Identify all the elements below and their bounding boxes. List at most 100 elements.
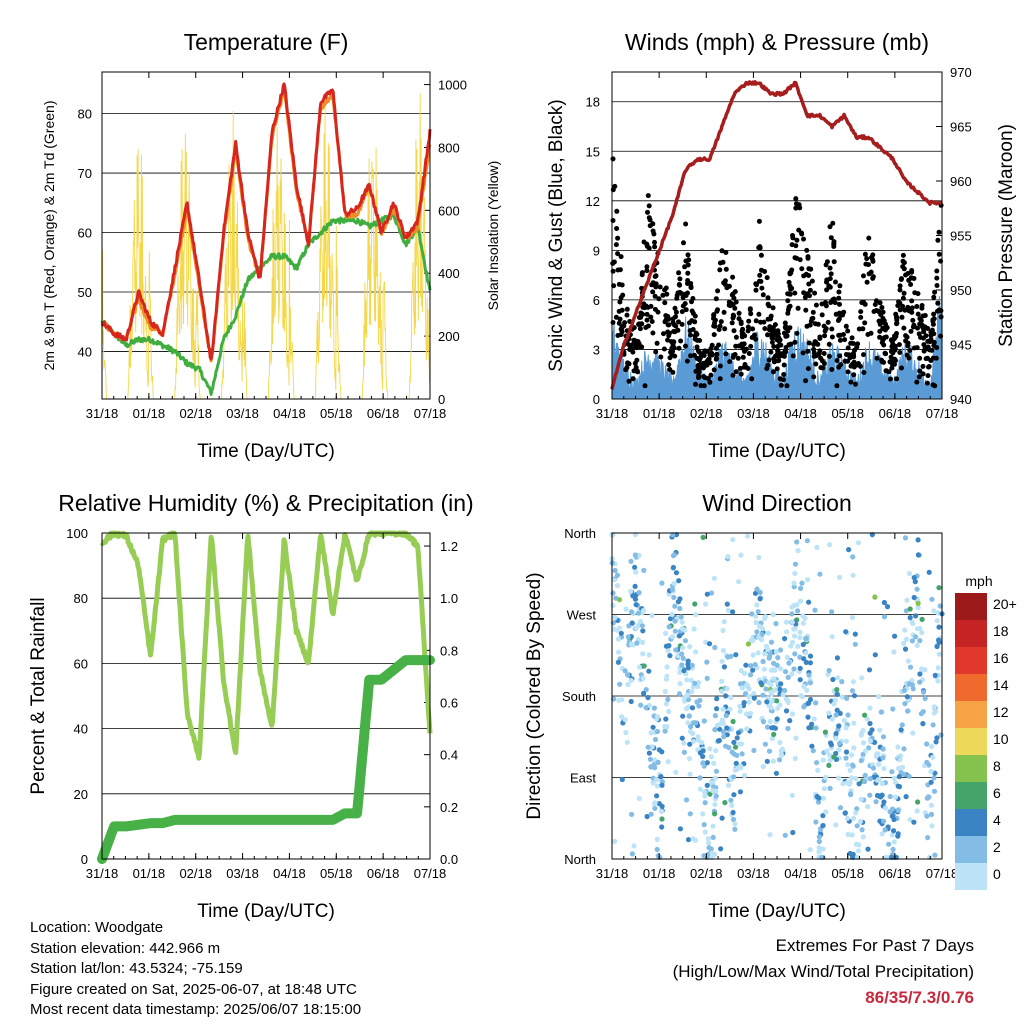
gust-point [845, 369, 851, 375]
direction-point [907, 817, 913, 823]
gust-point [837, 301, 842, 307]
gust-point [855, 341, 861, 347]
direction-point [926, 569, 932, 575]
direction-point [833, 822, 839, 828]
direction-point [643, 705, 649, 711]
direction-point [805, 577, 811, 583]
gust-point [694, 344, 700, 350]
gust-point [660, 292, 666, 298]
gust-point [610, 268, 616, 274]
gust-point [757, 272, 763, 278]
gust-point [645, 323, 651, 329]
gust-point [689, 299, 694, 305]
direction-point [751, 695, 757, 701]
colorbar-swatch [955, 863, 987, 890]
gust-point [619, 307, 625, 313]
gust-point [617, 316, 623, 322]
gust-point [926, 364, 932, 369]
direction-point [924, 795, 931, 801]
direction-point [834, 655, 841, 661]
direction-point [633, 569, 639, 575]
direction-point [685, 720, 691, 726]
direction-point [611, 626, 617, 632]
direction-point [700, 534, 706, 541]
gust-point [807, 287, 813, 293]
gust-point [644, 241, 650, 247]
direction-point [820, 813, 826, 819]
gust-point [932, 289, 938, 295]
direction-point [665, 759, 671, 765]
direction-point [934, 643, 940, 650]
gust-point [785, 291, 791, 297]
direction-point [850, 763, 856, 769]
direction-point [825, 671, 831, 678]
direction-point [851, 693, 858, 699]
direction-point [745, 641, 752, 647]
colorbar-swatch [955, 647, 987, 674]
gust-point [853, 381, 858, 387]
colorbar-label: 4 [993, 812, 1001, 828]
direction-point [718, 720, 724, 727]
gust-point [704, 362, 710, 368]
gust-point [908, 282, 914, 287]
direction-point [858, 796, 864, 802]
gust-point [848, 340, 854, 346]
gust-point [785, 310, 791, 316]
direction-point [899, 764, 906, 770]
direction-point [793, 735, 799, 741]
direction-point [813, 725, 819, 731]
gust-point [653, 281, 659, 287]
direction-point [867, 792, 873, 798]
gust-point [638, 314, 644, 320]
y2-tick-label: 400 [438, 266, 460, 281]
direction-point [859, 827, 865, 833]
direction-point [700, 760, 706, 766]
direction-point [789, 619, 795, 625]
direction-point [850, 679, 857, 685]
gust-point [624, 306, 630, 312]
gust-point [788, 341, 794, 347]
gust-point [745, 324, 751, 330]
gust-point [667, 367, 673, 372]
gust-point [647, 223, 653, 229]
gust-point [745, 328, 751, 334]
gust-point [907, 348, 913, 353]
gust-point [753, 318, 759, 324]
gust-point [758, 279, 764, 284]
direction-point [919, 616, 925, 623]
gust-point [848, 379, 854, 385]
direction-point [679, 735, 685, 741]
gust-point [924, 380, 930, 386]
latest-timestamp: Most recent data timestamp: 2025/06/07 1… [30, 1001, 362, 1018]
direction-point [845, 762, 851, 768]
direction-point [663, 701, 670, 707]
direction-point [720, 729, 727, 735]
gust-point [722, 326, 728, 332]
direction-point [610, 620, 616, 626]
direction-point [650, 780, 656, 786]
direction-point [915, 600, 921, 607]
direction-point [677, 826, 684, 832]
x-axis-label: Time (Day/UTC) [708, 901, 846, 922]
direction-point [912, 579, 918, 585]
gust-point [652, 293, 658, 299]
direction-point [864, 716, 870, 722]
direction-point [654, 846, 660, 853]
direction-point [932, 852, 938, 858]
direction-point [803, 635, 810, 642]
direction-point [812, 607, 818, 613]
direction-point [754, 629, 760, 635]
gust-point [727, 359, 733, 365]
gust-point [739, 331, 745, 337]
direction-point [934, 618, 940, 624]
gust-point [892, 361, 897, 367]
gust-point [612, 183, 618, 189]
y-tick-label: 60 [74, 656, 88, 671]
colorbar-label: 6 [993, 785, 1001, 801]
gust-point [639, 270, 645, 276]
direction-point [889, 769, 895, 775]
direction-point [854, 806, 860, 812]
direction-point [622, 668, 628, 674]
direction-point [758, 680, 764, 686]
direction-point [936, 585, 942, 591]
